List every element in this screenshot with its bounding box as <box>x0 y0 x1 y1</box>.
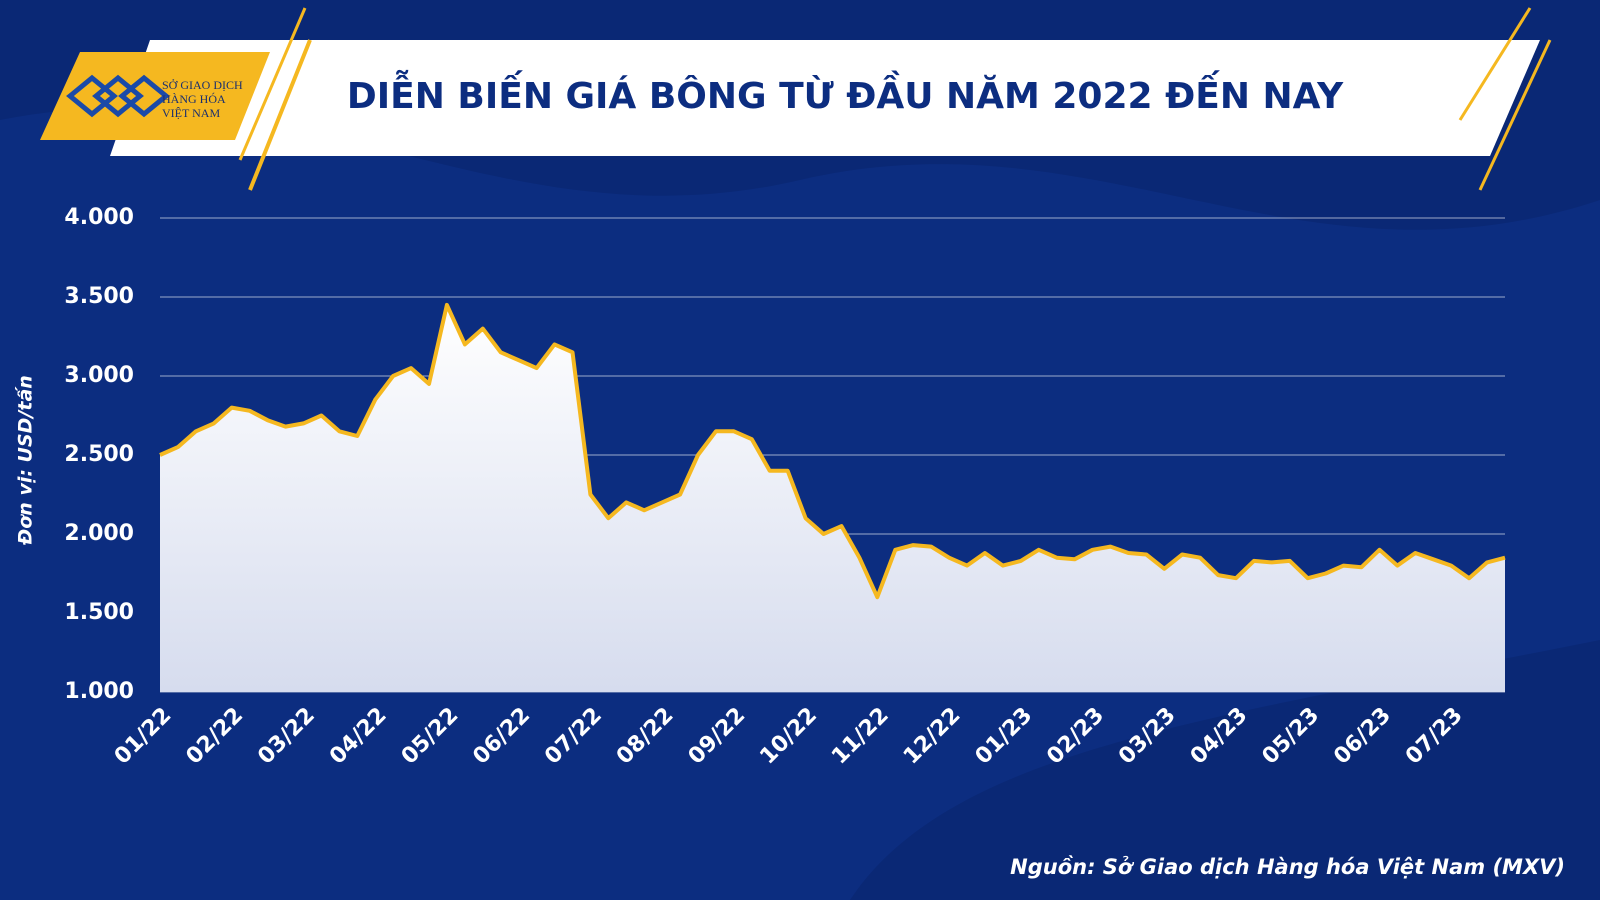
y-tick-label: 2.500 <box>64 442 134 467</box>
logo-text: SỞ GIAO DỊCH <box>162 78 243 92</box>
decor <box>1478 39 1552 191</box>
y-tick-label: 3.500 <box>64 284 134 309</box>
logo-text: HÀNG HÓA <box>162 92 226 106</box>
decor <box>1458 7 1532 121</box>
y-tick-label: 4.000 <box>64 205 134 230</box>
logo-box <box>40 52 270 140</box>
logo-mark <box>66 74 170 118</box>
y-tick-label: 2.000 <box>64 521 134 546</box>
decor <box>248 39 312 191</box>
decor <box>850 640 1600 900</box>
y-tick-label: 3.000 <box>64 363 134 388</box>
y-axis-label: Đơn vị: USD/tấn <box>14 375 37 546</box>
line <box>159 302 1506 600</box>
y-tick-label: 1.500 <box>64 600 134 625</box>
source-note: Nguồn: Sở Giao dịch Hàng hóa Việt Nam (M… <box>1010 855 1565 879</box>
area <box>160 304 1505 692</box>
logo-text: VIỆT NAM <box>162 106 220 120</box>
y-tick-label: 1.000 <box>64 679 134 704</box>
header-band <box>110 40 1540 156</box>
decor <box>238 7 307 161</box>
chart-title: DIỄN BIẾN GIÁ BÔNG TỪ ĐẦU NĂM 2022 ĐẾN N… <box>347 70 1344 117</box>
